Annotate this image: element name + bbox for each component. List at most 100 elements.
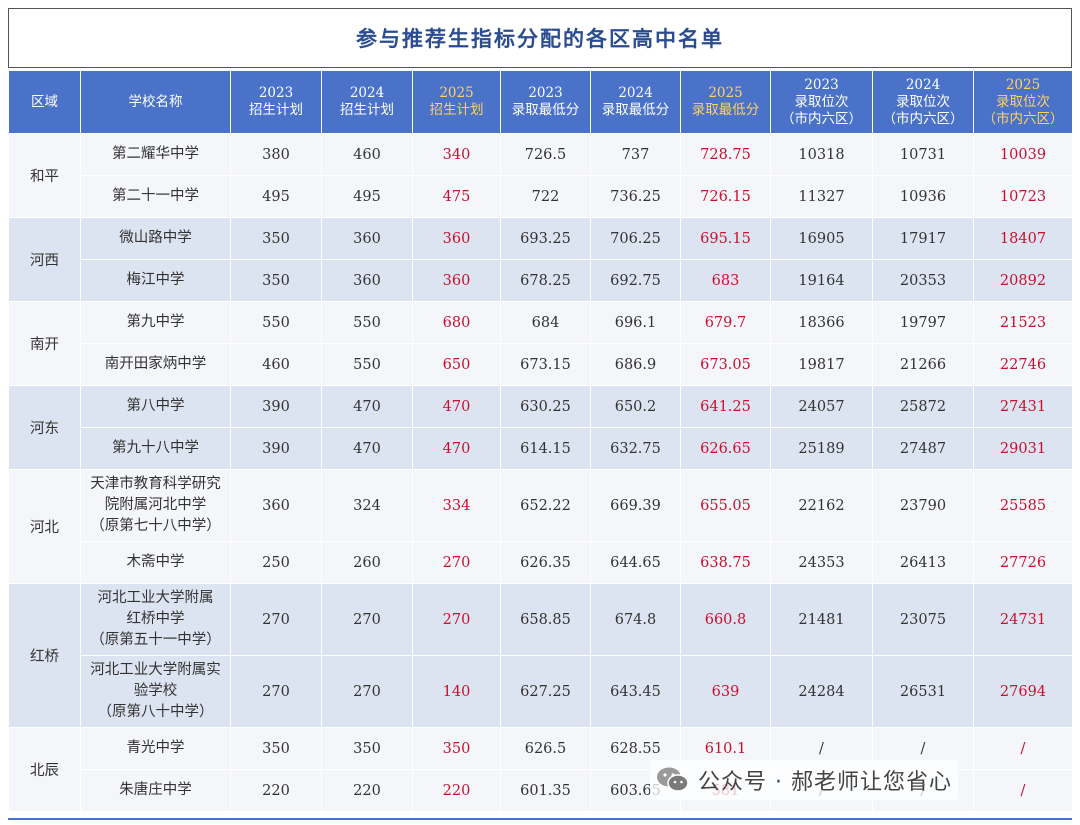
table-row: 河北工业大学附属实 验学校 （原第八十中学） 270 270 140 627.25 643.4…	[9, 655, 1073, 728]
value-cell: 220	[230, 769, 322, 812]
table-row: 河东 第八中学 390 470 470 630.25 650.2 641.25 24057 258…	[8, 385, 1073, 470]
school-name-line: 第九十八中学	[112, 440, 199, 456]
header-text: 2024	[905, 76, 941, 93]
value-cell: 643.45	[590, 655, 681, 728]
school-name-line: 青光中学	[126, 740, 185, 756]
value-cell: 360	[412, 259, 501, 302]
header-cell: 学校名称	[80, 70, 231, 134]
header-text: 招生计划	[249, 102, 303, 118]
value-cell: 626.65	[680, 427, 771, 470]
table-body: 和平 第二耀华中学 380 460 340 726.5 737 728.75 10318 1073…	[8, 133, 1073, 812]
header-cell: 2024 录取位次 （市内六区）	[872, 70, 974, 134]
value-cell: 679.7	[680, 301, 771, 344]
region-cell: 红桥	[8, 583, 81, 728]
value-cell: 18366	[770, 301, 873, 344]
value-cell: 360	[230, 469, 322, 542]
table-row: 南开 第九中学 550 550 680 684 696.1 679.7 18366 19797 21…	[8, 301, 1073, 386]
value-cell: 686.9	[590, 343, 681, 386]
header-text: （市内六区）	[882, 110, 964, 127]
value-cell: 350	[230, 217, 322, 260]
school-name-cell: 第二耀华中学	[80, 133, 231, 176]
value-cell: 550	[230, 301, 322, 344]
value-cell: 684	[500, 301, 591, 344]
header-text: 2023	[258, 85, 294, 101]
value-cell: 17917	[872, 217, 974, 260]
value-cell: 627.25	[500, 655, 591, 728]
value-cell: 470	[321, 427, 413, 470]
value-cell: 460	[321, 133, 413, 176]
school-name-line: 朱唐庄中学	[119, 782, 192, 798]
value-cell: 250	[230, 541, 322, 584]
table-row: 南开田家炳中学 460 550 650 673.15 686.9 673.05 19817 21…	[9, 343, 1073, 386]
value-cell: 140	[412, 655, 501, 728]
value-cell: 550	[321, 301, 413, 344]
table-row: 和平 第二耀华中学 380 460 340 726.5 737 728.75 10318 1073…	[8, 133, 1073, 218]
value-cell: 614.15	[500, 427, 591, 470]
value-cell: 19817	[770, 343, 873, 386]
value-cell: 220	[321, 769, 413, 812]
value-cell: 652.22	[500, 469, 591, 542]
value-cell: 470	[412, 427, 501, 470]
value-cell: 25872	[872, 385, 974, 428]
school-name-line: 院附属河北中学	[104, 497, 207, 513]
value-cell: 696.1	[590, 301, 681, 344]
value-cell: 683	[680, 259, 771, 302]
header-text: 2024	[349, 85, 385, 101]
header-cell: 2023 录取位次 （市内六区）	[770, 70, 873, 134]
school-name-cell: 微山路中学	[80, 217, 231, 260]
value-cell: 19164	[770, 259, 873, 302]
header-text: 录取最低分	[601, 102, 670, 118]
value-cell: 324	[321, 469, 413, 542]
header-text: 招生计划	[340, 102, 394, 118]
table-row: 河北 天津市教育科学研究 院附属河北中学 （原第七十八中学） 360 324 334 652.…	[8, 469, 1073, 584]
header-text: 2024	[618, 85, 653, 101]
region-cell: 和平	[8, 133, 81, 218]
header-text: （市内六区）	[781, 110, 862, 127]
value-cell: 650	[412, 343, 501, 386]
value-cell: 26413	[872, 541, 974, 584]
value-cell: 24731	[973, 583, 1073, 656]
value-cell: 639	[680, 655, 771, 728]
value-cell: 350	[321, 727, 413, 770]
value-cell: 728.75	[680, 133, 771, 176]
school-name-cell: 木斋中学	[80, 541, 231, 584]
value-cell: 20892	[973, 259, 1073, 302]
header-cell: 2024 录取最低分	[590, 70, 681, 134]
school-name-line: （原第五十一中学）	[90, 632, 221, 648]
value-cell: 20353	[872, 259, 974, 302]
header-text: 2023	[804, 76, 839, 93]
header-cell: 2023 招生计划	[230, 70, 322, 134]
value-cell: 470	[321, 385, 413, 428]
school-name-line: 验学校	[133, 683, 178, 699]
value-cell: 25189	[770, 427, 873, 470]
value-cell: 16905	[770, 217, 873, 260]
value-cell: 24353	[770, 541, 873, 584]
value-cell: 10723	[973, 175, 1073, 218]
value-cell: 650.2	[590, 385, 681, 428]
school-name-cell: 朱唐庄中学	[80, 769, 231, 812]
value-cell: 390	[230, 427, 322, 470]
header-text: 录取位次	[896, 93, 950, 110]
table-row: 北辰 青光中学 350 350 350 626.5 628.55 610.1// /	[8, 727, 1073, 812]
value-cell: 660.8	[680, 583, 771, 656]
school-name-line: 木斋中学	[126, 554, 185, 570]
school-name-line: 第八中学	[126, 398, 185, 414]
value-cell: 270	[412, 541, 501, 584]
school-name-line: 第二十一中学	[112, 188, 199, 204]
school-name-line: 第二耀华中学	[112, 146, 199, 162]
value-cell: 673.15	[500, 343, 591, 386]
table-row: 河西 微山路中学 350 360 360 693.25 706.25 695.15 16905 1…	[8, 217, 1073, 302]
region-cell: 北辰	[8, 727, 81, 812]
value-cell: 550	[321, 343, 413, 386]
school-name-line: 第九中学	[126, 314, 185, 330]
value-cell: 626.5	[500, 727, 591, 770]
school-name-cell: 梅江中学	[80, 259, 231, 302]
wechat-icon	[657, 767, 689, 792]
header-cell: 2025 招生计划	[412, 70, 501, 134]
value-cell: 495	[321, 175, 413, 218]
school-name-line: 南开田家炳中学	[104, 356, 207, 372]
header-text: 2025	[1005, 76, 1041, 93]
value-cell: 669.39	[590, 469, 681, 542]
value-cell: 470	[412, 385, 501, 428]
value-cell: 334	[412, 469, 501, 542]
